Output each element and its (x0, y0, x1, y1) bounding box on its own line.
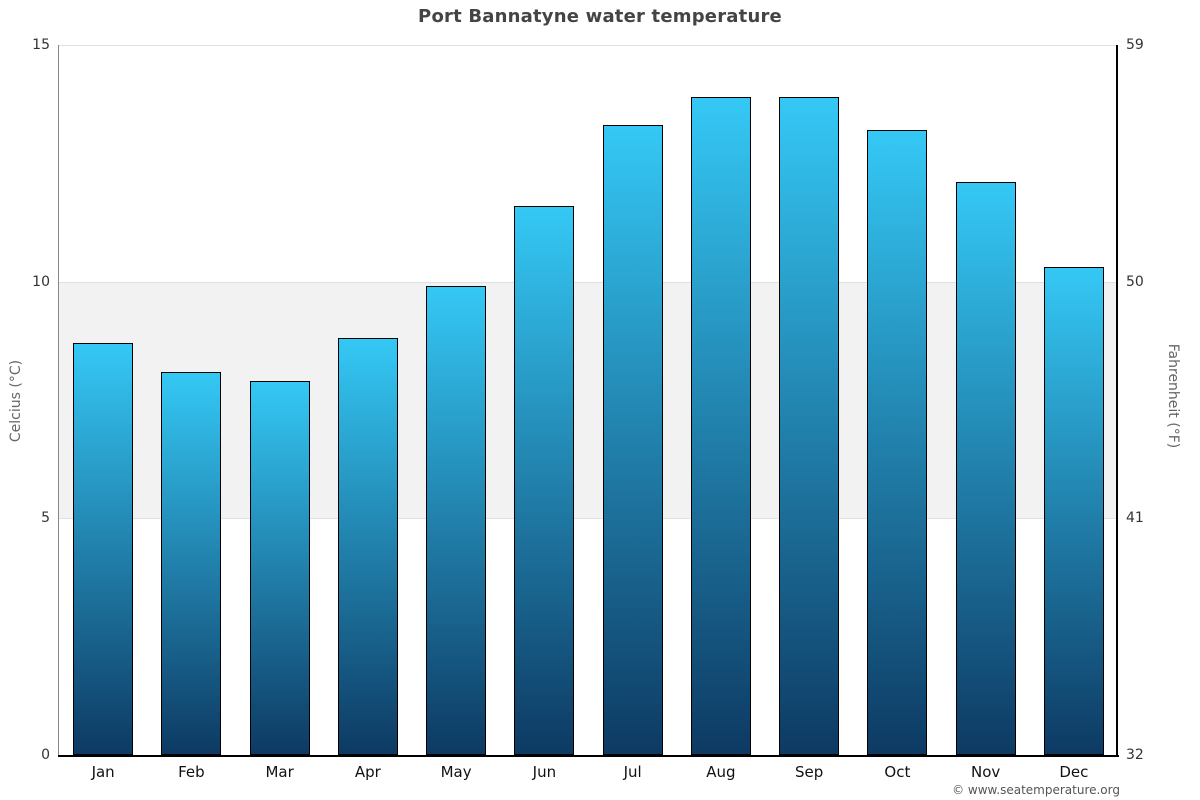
y-tick-celsius-0: 0 (41, 747, 50, 763)
bar-dec[interactable] (1043, 267, 1104, 755)
y-tick-celsius-5: 5 (41, 510, 50, 527)
bar-oct[interactable] (867, 130, 928, 755)
plot-band (59, 281, 1118, 519)
y-axis-line-left (58, 45, 59, 755)
bar-feb[interactable] (161, 371, 222, 755)
x-tick-sep: Sep (794, 763, 824, 781)
y-axis-title-celsius: Celcius (°C) (8, 359, 24, 443)
y-axis-line-right (1116, 45, 1118, 755)
chart-title: Port Bannatyne water temperature (418, 6, 782, 27)
y-tick-celsius-10: 10 (32, 273, 50, 290)
bar-may[interactable] (426, 286, 487, 755)
y-tick-fahrenheit-41: 41 (1126, 510, 1144, 527)
bar-sep[interactable] (779, 97, 840, 755)
x-tick-dec: Dec (1059, 763, 1089, 781)
y-tick-fahrenheit-32: 32 (1126, 747, 1144, 763)
x-tick-may: May (440, 763, 472, 781)
bar-mar[interactable] (249, 381, 310, 755)
bar-jul[interactable] (602, 125, 663, 755)
bar-jan[interactable] (73, 343, 134, 755)
x-tick-mar: Mar (265, 763, 294, 781)
plot-area (59, 45, 1118, 755)
x-tick-aug: Aug (706, 763, 736, 781)
x-tick-jul: Jul (623, 763, 642, 781)
x-tick-feb: Feb (178, 763, 205, 781)
y-tick-fahrenheit-59: 59 (1126, 37, 1144, 53)
x-tick-nov: Nov (970, 763, 1001, 781)
x-tick-apr: Apr (354, 763, 381, 781)
gridline-10 (59, 281, 1118, 283)
y-tick-fahrenheit-50: 50 (1126, 273, 1144, 290)
x-tick-jun: Jun (532, 763, 557, 781)
gridline-5 (59, 518, 1118, 520)
bar-aug[interactable] (690, 97, 751, 755)
x-axis-line (58, 755, 1119, 757)
bar-nov[interactable] (955, 182, 1016, 755)
x-tick-oct: Oct (884, 763, 911, 781)
bar-apr[interactable] (337, 338, 398, 755)
y-tick-celsius-15: 15 (32, 37, 50, 53)
x-tick-jan: Jan (91, 763, 115, 781)
y-axis-title-fahrenheit: Fahrenheit (°F) (1165, 343, 1181, 449)
bar-jun[interactable] (514, 205, 575, 755)
copyright-credit: © www.seatemperature.org (952, 783, 1120, 797)
gridline-15 (59, 45, 1118, 46)
